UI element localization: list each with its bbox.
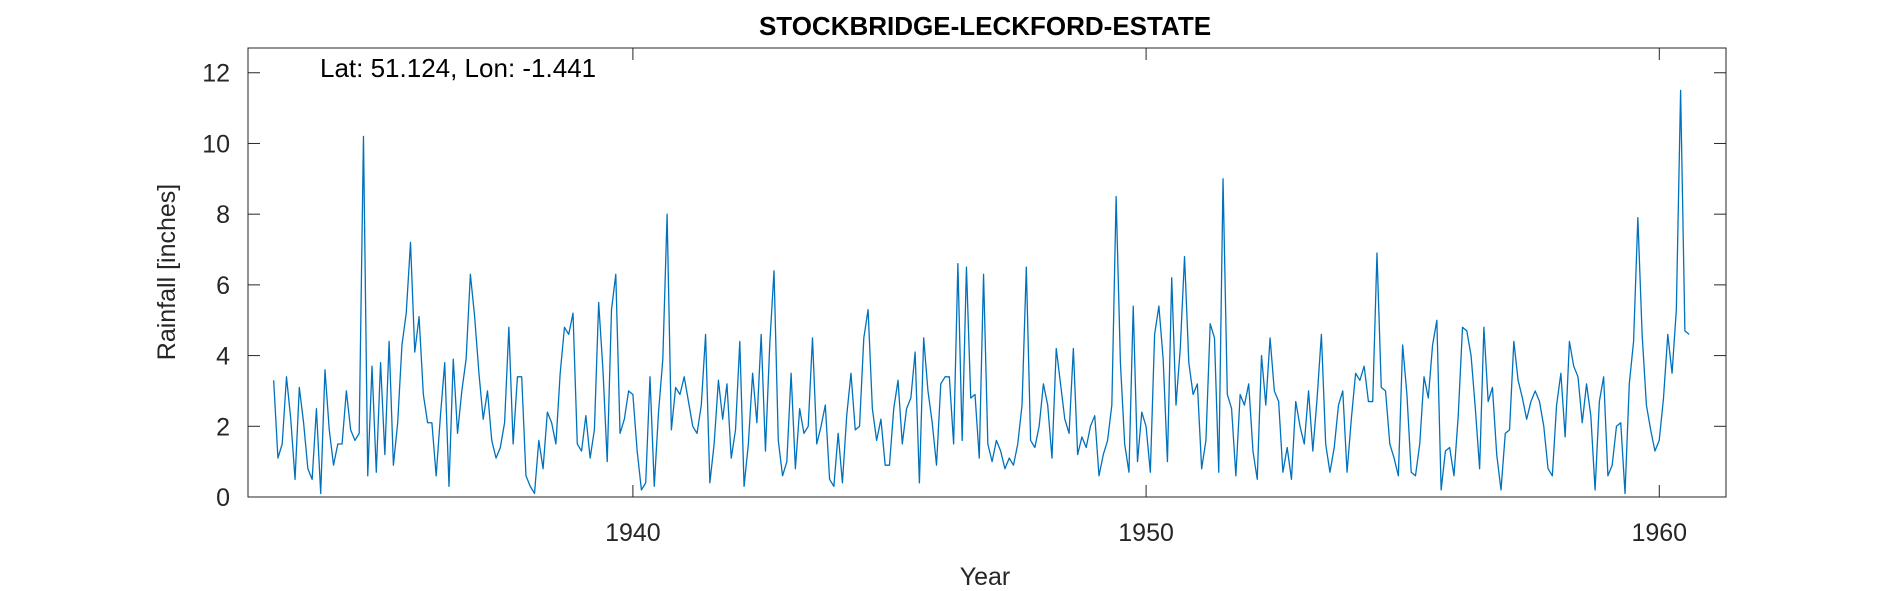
- y-tick-label: 12: [202, 60, 230, 88]
- axis-ticks: [248, 48, 1726, 498]
- x-tick-label: 1960: [1631, 519, 1687, 547]
- y-tick-label: 10: [202, 130, 230, 158]
- data-series: [273, 89, 1690, 495]
- y-axis-label: Rainfall [inches]: [153, 184, 181, 360]
- y-tick-label: 0: [216, 484, 230, 512]
- rainfall-series-line: [273, 89, 1690, 495]
- x-tick-label: 1950: [1118, 519, 1174, 547]
- x-axis-label: Year: [960, 563, 1011, 591]
- chart-title: STOCKBRIDGE-LECKFORD-ESTATE: [759, 11, 1211, 41]
- axis-tick-labels: 0 2 4 6 8 10 12 1940 1950 1960: [202, 60, 1687, 547]
- x-tick-label: 1940: [605, 519, 661, 547]
- y-tick-label: 2: [216, 413, 230, 441]
- y-tick-label: 4: [216, 343, 230, 371]
- y-tick-label: 8: [216, 201, 230, 229]
- location-annotation: Lat: 51.124, Lon: -1.441: [320, 53, 596, 83]
- y-tick-label: 6: [216, 272, 230, 300]
